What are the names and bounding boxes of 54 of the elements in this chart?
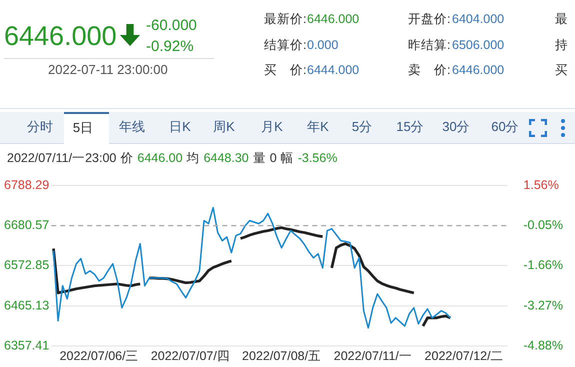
text: 6446.000 [307,11,360,27]
x-tick-label: 2022/07/07/四 [150,348,230,363]
text: 0 [270,151,277,165]
text: 幅 [280,151,294,165]
text: -3.56% [298,151,338,165]
x-tick-label: 2022/07/12/二 [424,348,504,363]
text: 日K [169,118,191,136]
text: 分时 [27,118,53,136]
text: 年线 [119,118,145,136]
text: 6506.000 [452,37,504,53]
text: 买 价: [264,62,306,78]
y-tick-label: 6788.29 [4,178,50,192]
x-tick-label: 2022/07/08/五 [242,348,322,363]
text: 6448.30 [204,151,249,165]
y-tick-label: 6465.13 [4,298,50,312]
text: 开盘价: [408,11,450,27]
text: 买 [555,62,568,78]
text: 月K [261,118,283,136]
y-tick-label: 6680.57 [4,218,50,232]
text: 周K [213,118,235,136]
x-tick-label: 2022/07/06/三 [60,348,139,363]
text: 持 [555,37,568,53]
text: 昨结算: [408,37,450,53]
text: 价 [120,151,134,165]
y-tick-label: 6572.85 [4,258,50,272]
text: 5日 [72,119,94,137]
text: 6446.000 [452,62,504,78]
text: 结算价: [264,37,306,53]
text: 2022/07/11/一23:00 [7,151,116,165]
y2-tick-label: 1.56% [523,178,559,192]
y2-tick-label: -0.05% [523,218,564,232]
y2-tick-label: -1.66% [523,258,564,272]
text: -0.92% [146,38,194,55]
text: 60分 [491,118,519,136]
text: 量 [252,151,266,165]
text: 5分 [352,118,372,136]
y2-tick-label: -4.88% [523,338,564,352]
y-tick-label: 6357.41 [4,338,50,352]
text: 2022-07-11 23:00:00 [48,62,168,78]
text: 6444.000 [307,62,360,78]
text: 15分 [396,118,424,136]
text: 6446.000 [4,21,117,51]
y2-tick-label: -3.27% [523,298,564,312]
x-tick-label: 2022/07/11/一 [334,348,412,363]
text: 均 [186,151,200,165]
text: 6404.000 [452,11,504,27]
text: 30分 [442,118,470,136]
text: 6446.00 [137,151,183,165]
text: -60.000 [146,17,197,34]
text: 0.000 [307,37,338,53]
text: 最新价: [264,11,306,27]
text: 年K [307,118,329,136]
text: 卖 价: [408,62,450,78]
text: 最 [555,11,568,27]
